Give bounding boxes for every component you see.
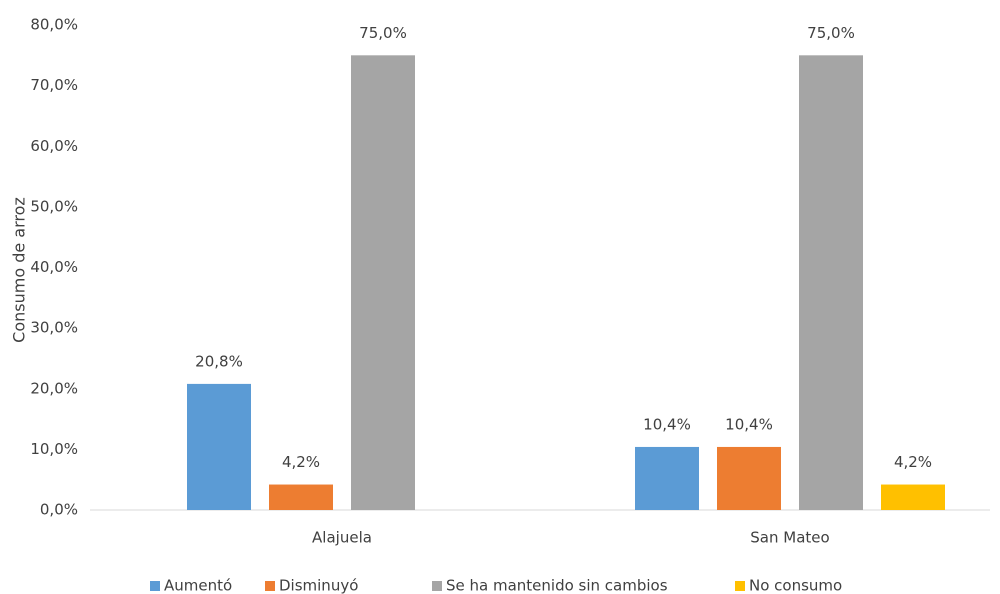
bar	[187, 383, 251, 510]
data-label: 4,2%	[282, 453, 320, 471]
bar	[717, 446, 781, 510]
y-tick-label: 0,0%	[40, 501, 78, 519]
y-tick-label: 10,0%	[30, 440, 78, 458]
legend-label: Disminuyó	[279, 577, 358, 594]
bar	[351, 55, 415, 510]
y-tick-label: 30,0%	[30, 319, 78, 337]
data-label: 10,4%	[643, 415, 691, 433]
data-label: 20,8%	[195, 352, 243, 370]
data-label: 10,4%	[725, 415, 773, 433]
data-label: 4,2%	[894, 453, 932, 471]
legend-swatch	[265, 581, 275, 591]
data-label: 75,0%	[807, 24, 855, 42]
legend-label: Aumentó	[164, 577, 232, 594]
y-tick-label: 50,0%	[30, 197, 78, 215]
legend-label: Se ha mantenido sin cambios	[446, 577, 668, 594]
y-tick-label: 60,0%	[30, 137, 78, 155]
x-tick-label: Alajuela	[312, 529, 372, 547]
legend-swatch	[432, 581, 442, 591]
bar	[799, 55, 863, 510]
y-axis-label: Consumo de arroz	[10, 197, 29, 343]
bar	[269, 484, 333, 510]
x-tick-label: San Mateo	[750, 529, 829, 547]
y-tick-label: 80,0%	[30, 16, 78, 34]
legend-swatch	[150, 581, 160, 591]
y-tick-label: 70,0%	[30, 76, 78, 94]
legend-swatch	[735, 581, 745, 591]
y-tick-label: 40,0%	[30, 258, 78, 276]
legend-label: No consumo	[749, 577, 842, 594]
y-tick-label: 20,0%	[30, 379, 78, 397]
bar	[881, 484, 945, 510]
data-label: 75,0%	[359, 24, 407, 42]
bar	[635, 446, 699, 510]
